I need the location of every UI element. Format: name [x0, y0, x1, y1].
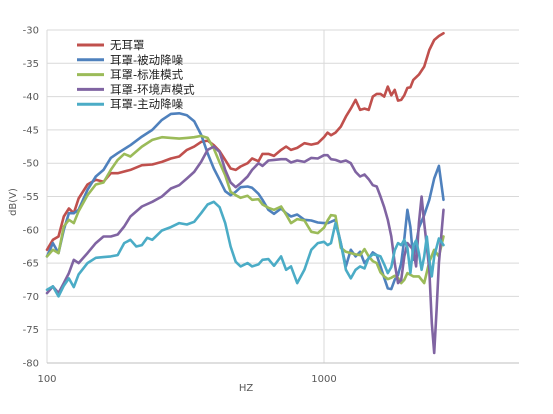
x-tick-label: 1000: [311, 374, 336, 385]
y-tick-label: -55: [23, 192, 39, 203]
y-tick-label: -45: [23, 125, 39, 136]
y-tick-label: -80: [23, 359, 39, 370]
series-line-4: [45, 145, 445, 355]
legend-label: 耳罩-被动降噪: [110, 53, 184, 67]
y-tick-label: -40: [23, 92, 39, 103]
y-tick-label: -30: [23, 26, 39, 37]
series-line-3: [45, 134, 445, 285]
y-axis-title: dB(V): [8, 188, 19, 216]
legend-label: 耳罩-标准模式: [110, 68, 184, 82]
y-tick-label: -65: [23, 259, 39, 270]
legend-label: 耳罩-环境声模式: [110, 82, 195, 96]
series-lines: [45, 31, 445, 355]
legend-label: 无耳罩: [110, 38, 145, 52]
y-tick-label: -50: [23, 159, 39, 170]
x-tick-label: 100: [37, 374, 56, 385]
y-tick-label: -70: [23, 292, 39, 303]
axes: -30 -35 -40 -45 -50 -55 -60 -65 -70 -75 -80 100 1000: [23, 26, 519, 385]
y-tick-label: -60: [23, 225, 39, 236]
legend-label: 耳罩-主动降噪: [110, 97, 184, 111]
series-line-1: [45, 31, 445, 252]
series-line-5: [45, 200, 445, 298]
x-axis-title: HZ: [239, 383, 254, 394]
y-tick-label: -35: [23, 59, 39, 70]
y-tick-label: -75: [23, 325, 39, 336]
